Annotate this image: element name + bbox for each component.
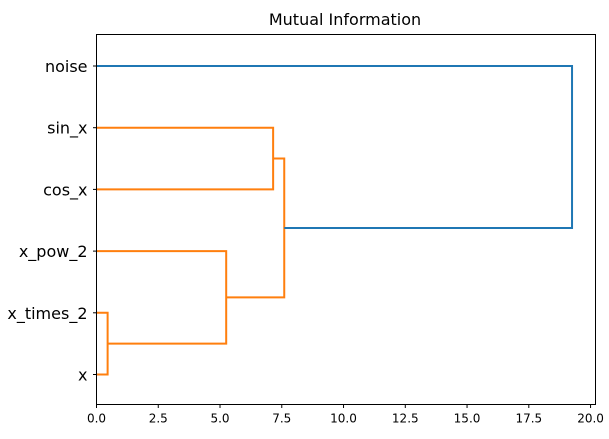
dendrogram-link <box>96 311 109 376</box>
leaf-label: noise <box>45 57 88 76</box>
leaf-labels: noise sin_x cos_x x_pow_2 x_times_2x <box>7 57 97 385</box>
dendrogram-link <box>226 157 286 299</box>
x-tick-label: 0.0 <box>87 412 106 426</box>
x-tick-label: 17.5 <box>515 412 542 426</box>
x-tick-label: 7.5 <box>272 412 291 426</box>
dendrogram-link <box>96 65 574 229</box>
leaf-label: sin_x <box>47 119 87 139</box>
x-tick-label: 5.0 <box>210 412 229 426</box>
x-tick-label: 20.0 <box>577 412 604 426</box>
chart-title: Mutual Information <box>269 10 421 29</box>
x-tick-label: 10.0 <box>330 412 357 426</box>
leaf-label: x_pow_2 <box>19 242 88 262</box>
x-tick-label: 12.5 <box>392 412 419 426</box>
dendrogram-link <box>96 126 275 191</box>
dendrogram-links <box>96 65 574 376</box>
plot-area-frame <box>96 34 596 405</box>
x-tick-label: 2.5 <box>149 412 168 426</box>
x-tick-label: 15.0 <box>454 412 481 426</box>
x-axis-ticks: 0.0 2.5 5.0 7.5 10.0 12.5 15.0 17.5 20.0 <box>87 404 604 426</box>
leaf-label: x_times_2 <box>7 304 87 324</box>
dendrogram-link <box>96 250 228 345</box>
leaf-label: x <box>78 366 87 385</box>
leaf-label: cos_x <box>43 180 87 200</box>
